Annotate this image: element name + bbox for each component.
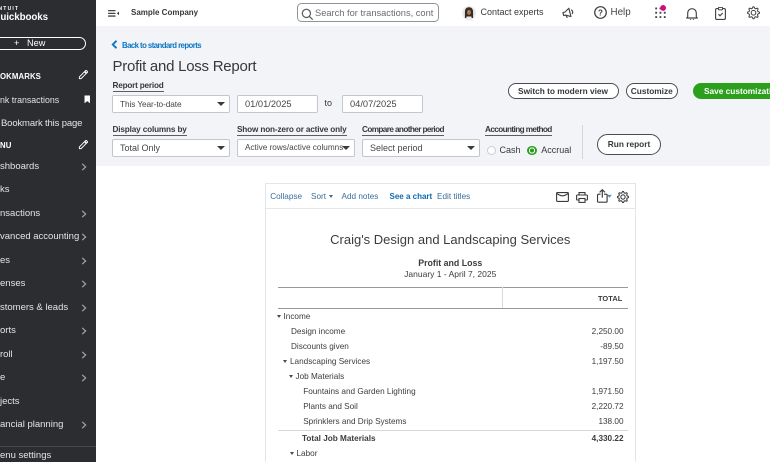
svg-text:?: ? <box>598 8 603 17</box>
